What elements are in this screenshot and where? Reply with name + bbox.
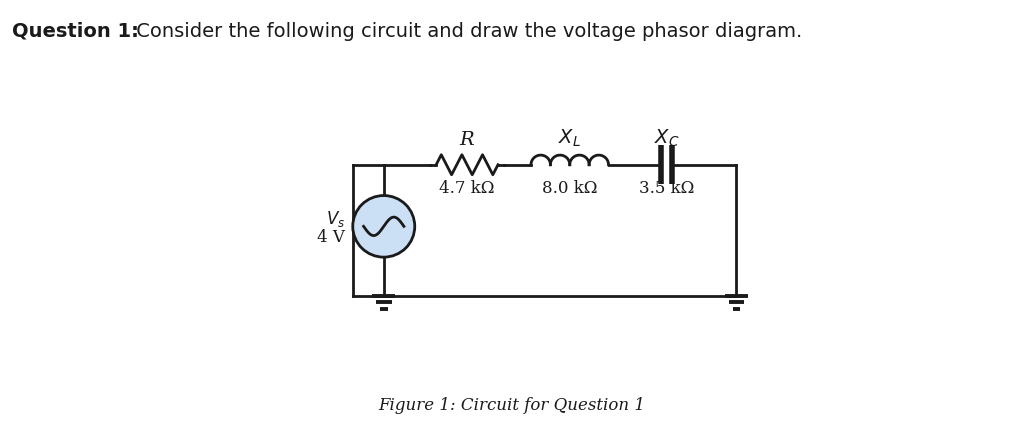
Text: Figure 1: Circuit for Question 1: Figure 1: Circuit for Question 1	[379, 397, 645, 414]
Text: 4 V: 4 V	[317, 229, 345, 246]
Text: 8.0 kΩ: 8.0 kΩ	[542, 180, 597, 197]
Text: $X_C$: $X_C$	[653, 128, 680, 150]
Text: $X_L$: $X_L$	[558, 128, 582, 150]
Text: Question 1:: Question 1:	[12, 22, 139, 41]
Circle shape	[352, 195, 415, 257]
Text: 4.7 kΩ: 4.7 kΩ	[439, 180, 495, 197]
Text: R: R	[460, 131, 474, 150]
Text: Consider the following circuit and draw the voltage phasor diagram.: Consider the following circuit and draw …	[130, 22, 802, 41]
Text: 3.5 kΩ: 3.5 kΩ	[639, 180, 694, 197]
Text: $V_s$: $V_s$	[326, 209, 345, 228]
